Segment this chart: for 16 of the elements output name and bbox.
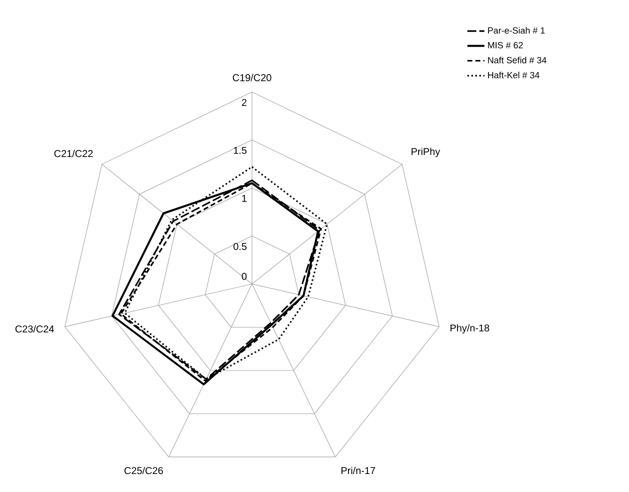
legend-label: Haft-Kel # 34 xyxy=(488,72,540,78)
spoke-label: PriPhy xyxy=(412,148,440,158)
y-tick-label: 1 xyxy=(242,194,246,202)
legend-label: Par-e-Siah # 1 xyxy=(488,27,545,34)
spoke-label: C25/C26 xyxy=(124,466,163,474)
spoke-label: Pri/n-17 xyxy=(341,466,376,474)
spoke-label: C23/C24 xyxy=(15,325,54,333)
spoke-label: C21/C22 xyxy=(54,150,93,158)
y-tick-label: 0 xyxy=(242,272,247,280)
legend-label: MIS # 62 xyxy=(488,42,523,48)
spoke-label: Phy/n-18 xyxy=(450,324,490,334)
y-tick-label: 1.5 xyxy=(234,146,247,154)
y-tick-label: 0.5 xyxy=(234,242,247,250)
y-tick-label: 2 xyxy=(242,98,246,106)
spoke-label: C19/C20 xyxy=(232,74,272,82)
legend-label: Naft Sefid # 34 xyxy=(488,56,546,64)
